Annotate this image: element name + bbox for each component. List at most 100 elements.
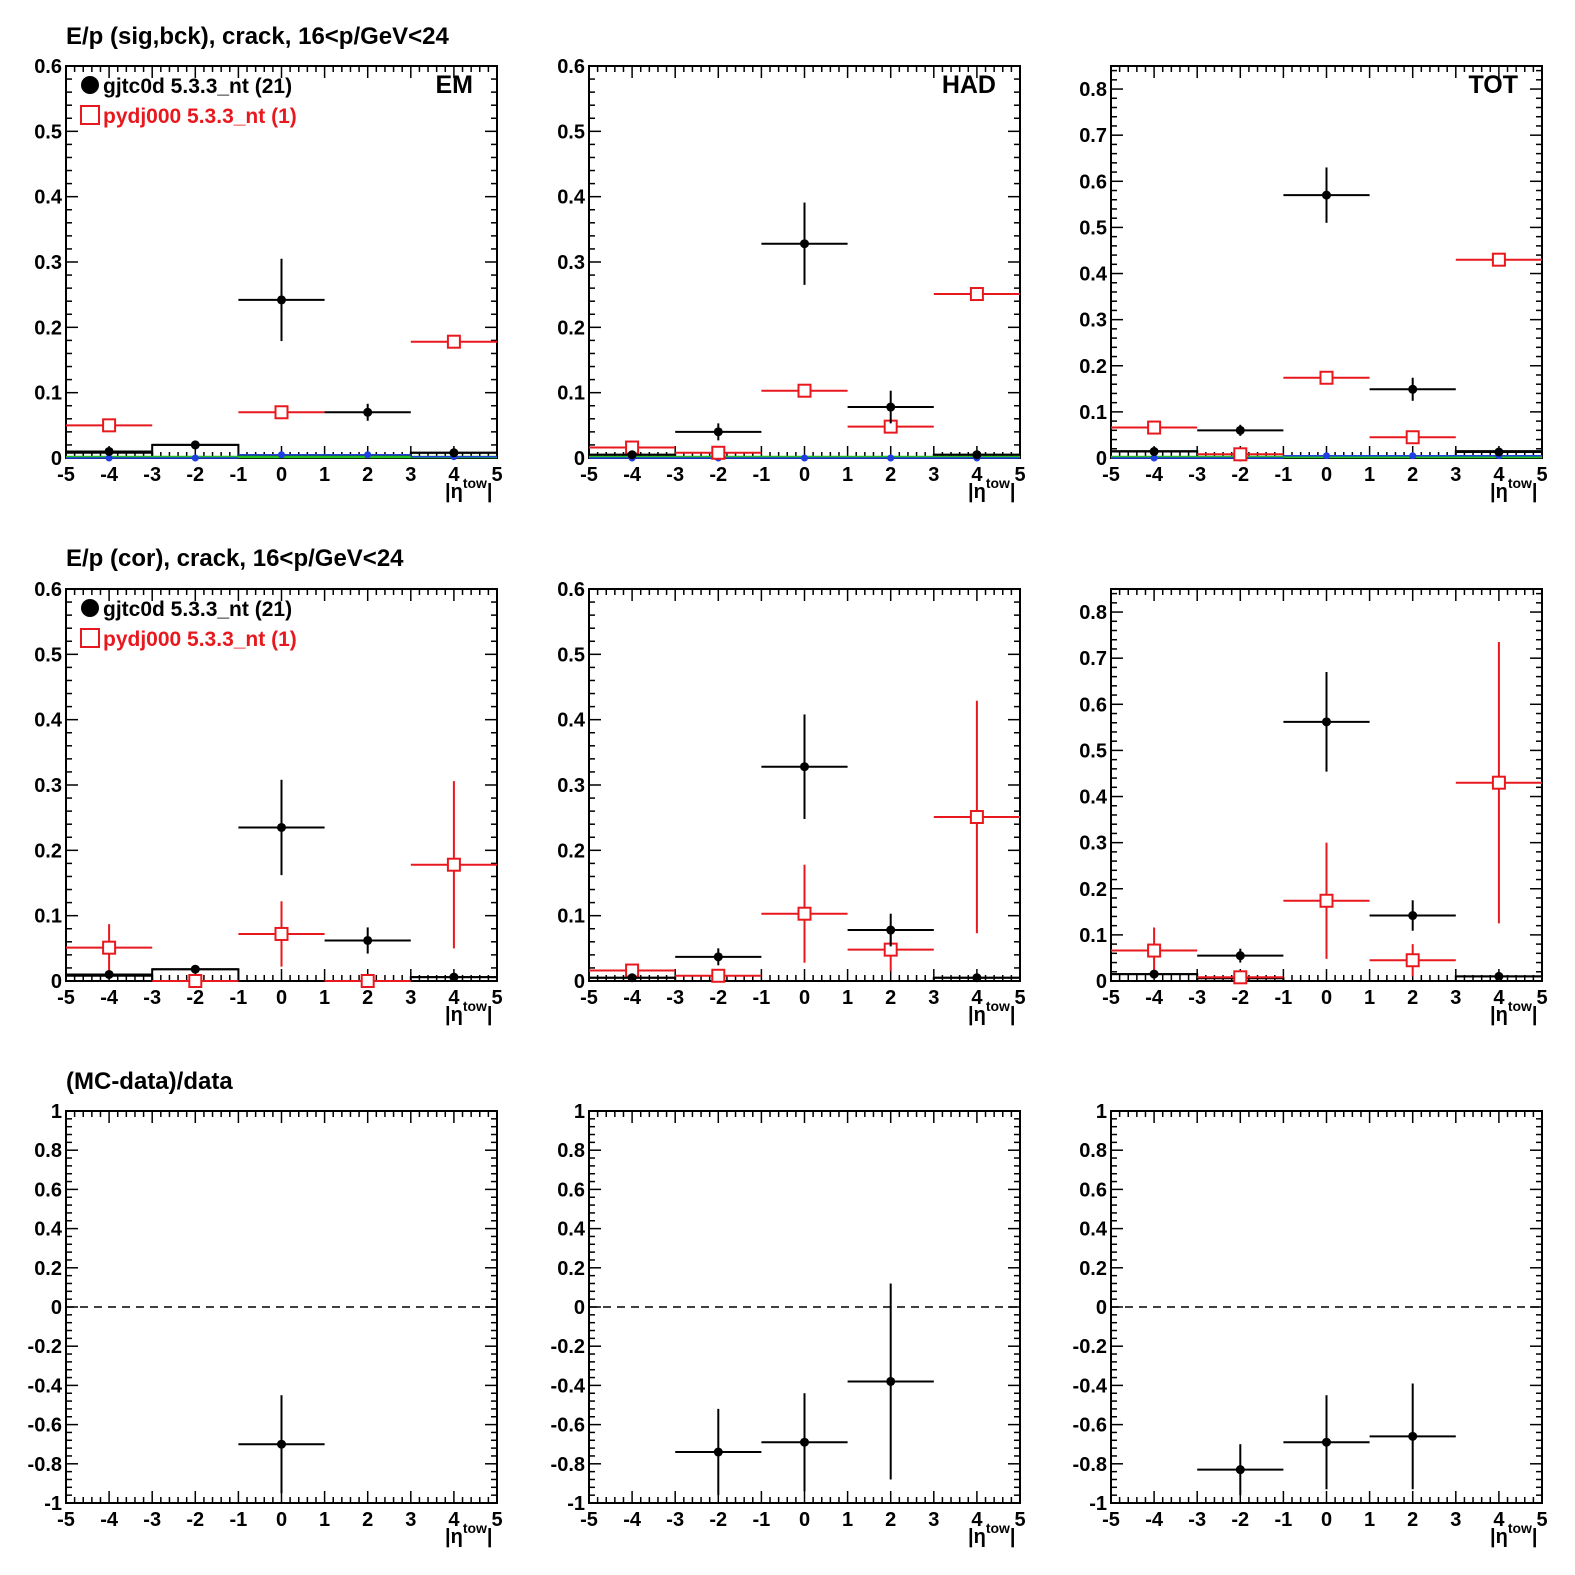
data-point xyxy=(449,448,459,458)
y-tick-label: -0.8 xyxy=(551,1454,585,1476)
x-tick-label: 4 xyxy=(448,1509,460,1531)
data-point xyxy=(1235,951,1245,961)
legend-mc-marker xyxy=(80,105,100,125)
data-point xyxy=(1408,1431,1418,1441)
x-tick-label: -3 xyxy=(1188,1509,1206,1531)
x-tick-label: 4 xyxy=(448,987,460,1009)
x-axis-label: |ηtow| xyxy=(445,475,493,503)
y-tick-label: 0.8 xyxy=(1079,79,1107,101)
y-tick-label: 0.3 xyxy=(34,775,62,797)
x-axis-label-end: | xyxy=(487,1004,493,1026)
data-point xyxy=(1322,190,1331,200)
x-tick-label: -5 xyxy=(580,987,598,1009)
x-tick-label: 2 xyxy=(362,1509,373,1531)
data-point xyxy=(1322,717,1331,727)
y-tick-label: 0.4 xyxy=(557,710,586,732)
y-tick-label: 0.1 xyxy=(34,906,62,928)
data-point xyxy=(104,446,114,456)
x-tick-label: 5 xyxy=(491,1509,502,1531)
x-axis-label-sup: tow xyxy=(986,475,1010,491)
y-tick-label: -1 xyxy=(567,1493,585,1515)
mc-point xyxy=(1147,943,1162,958)
mc-point xyxy=(274,405,289,420)
mc-point xyxy=(1405,953,1420,968)
data-point xyxy=(277,822,286,832)
y-tick-label: -0.8 xyxy=(28,1454,62,1476)
y-tick-label: 0.4 xyxy=(1079,264,1108,286)
x-tick-label: -1 xyxy=(1275,1509,1293,1531)
plot-panel-8: -5 -4 -3 -2 -1 0 1 2 3 4 5|ηtow|-1-0.8-0.6-0.4-0.2… xyxy=(1073,1101,1548,1548)
mc-point xyxy=(711,968,726,983)
x-tick-label: 2 xyxy=(362,464,373,486)
x-tick-label: -4 xyxy=(1145,987,1164,1009)
data-point xyxy=(886,925,896,935)
legend-data-label: gjtc0d 5.3.3_nt (21) xyxy=(103,598,292,621)
plot-frame xyxy=(1110,65,1543,459)
y-tick-label: 0.2 xyxy=(557,1258,585,1280)
x-axis-label-main: |η xyxy=(968,1004,986,1026)
data-point xyxy=(627,450,637,460)
x-axis-label: |ηtow| xyxy=(968,475,1016,503)
x-axis-label-end: | xyxy=(1010,1004,1016,1026)
x-axis-label-main: |η xyxy=(1490,1004,1508,1026)
y-tick-label: 0.4 xyxy=(1079,787,1108,809)
y-tick-label: 0.4 xyxy=(34,187,63,209)
y-tick-label: 0.4 xyxy=(34,1219,63,1241)
y-tick-label: 0.7 xyxy=(1079,125,1107,147)
x-tick-label: 5 xyxy=(1536,464,1547,486)
x-axis-label-end: | xyxy=(1532,1004,1538,1026)
x-tick-label: -3 xyxy=(666,464,684,486)
legend-data-label: gjtc0d 5.3.3_nt (21) xyxy=(103,75,292,98)
data-point xyxy=(800,239,809,249)
x-tick-label: -3 xyxy=(143,464,161,486)
x-tick-label: -5 xyxy=(57,1509,75,1531)
data-point xyxy=(190,964,200,974)
y-tick-label: 0.4 xyxy=(34,710,63,732)
plot-panel-6: -5 -4 -3 -2 -1 0 1 2 3 4 5|ηtow|-1-0.8-0.6-0.4-0.2… xyxy=(28,1101,503,1548)
y-tick-label: 0 xyxy=(1096,448,1107,470)
mc-point xyxy=(446,334,461,349)
mc-point xyxy=(1491,252,1506,267)
x-axis-label-end: | xyxy=(1532,1526,1538,1548)
data-point xyxy=(1235,1465,1245,1475)
blue-point xyxy=(1409,452,1417,460)
x-axis-label-main: |η xyxy=(968,1526,986,1548)
x-axis-label: |ηtow| xyxy=(445,998,493,1026)
x-tick-label: 4 xyxy=(1493,987,1505,1009)
data-point xyxy=(363,407,373,417)
y-tick-label: -0.2 xyxy=(551,1336,585,1358)
y-tick-label: 0.3 xyxy=(1079,833,1107,855)
y-tick-label: 0.8 xyxy=(1079,1140,1107,1162)
plot-panel-2: -5 -4 -3 -2 -1 0 1 2 3 4 5|ηtow|00.10.20.30.40.50.… xyxy=(1079,65,1548,503)
y-tick-label: 0.1 xyxy=(557,906,585,928)
mc-point xyxy=(797,906,812,921)
x-tick-label: 1 xyxy=(319,1509,330,1531)
plot-panel-5: -5 -4 -3 -2 -1 0 1 2 3 4 5|ηtow|00.10.20.30.40.50.… xyxy=(1079,588,1548,1026)
x-tick-label: 4 xyxy=(448,464,460,486)
y-tick-label: -0.6 xyxy=(551,1415,585,1437)
x-tick-label: -2 xyxy=(186,987,204,1009)
x-tick-label: 3 xyxy=(1450,464,1461,486)
x-tick-label: -5 xyxy=(57,987,75,1009)
mc-point xyxy=(1491,775,1506,790)
x-axis-label-sup: tow xyxy=(463,1520,487,1536)
y-tick-label: -0.4 xyxy=(551,1375,586,1397)
x-tick-label: 0 xyxy=(1321,464,1332,486)
x-tick-label: 4 xyxy=(971,464,983,486)
x-tick-label: -3 xyxy=(1188,987,1206,1009)
x-tick-label: 1 xyxy=(1364,1509,1375,1531)
x-tick-label: -3 xyxy=(1188,464,1206,486)
data-point xyxy=(1408,911,1418,921)
y-tick-label: 0.5 xyxy=(557,121,585,143)
blue-point xyxy=(887,454,895,462)
x-axis-label: |ηtow| xyxy=(968,1520,1016,1548)
y-tick-label: -0.4 xyxy=(1073,1375,1108,1397)
mc-point xyxy=(446,857,461,872)
x-tick-label: 1 xyxy=(842,464,853,486)
x-tick-label: 3 xyxy=(928,987,939,1009)
mc-point xyxy=(360,974,375,988)
y-tick-label: 0.6 xyxy=(1079,1179,1107,1201)
x-tick-label: 5 xyxy=(1014,464,1025,486)
y-tick-label: 0.2 xyxy=(557,317,585,339)
mc-point xyxy=(102,418,117,433)
